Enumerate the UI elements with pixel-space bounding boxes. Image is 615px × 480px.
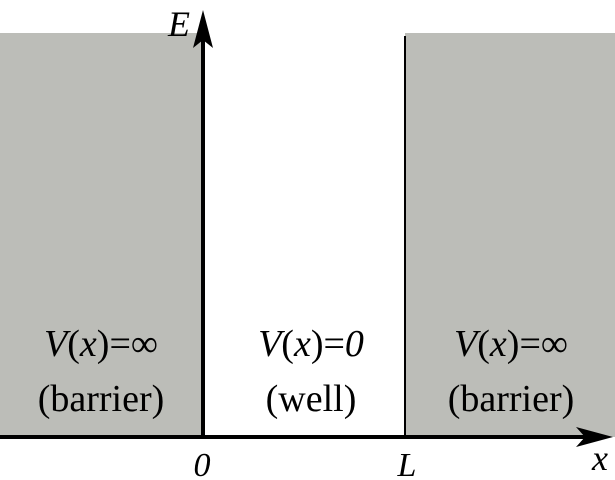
- left-region-caption: (barrier): [38, 378, 165, 420]
- middle-region-caption: (well): [266, 378, 357, 420]
- middle-potential-label: V(x)=0: [258, 323, 364, 365]
- energy-axis-label: E: [167, 4, 190, 44]
- position-axis-label: x: [591, 438, 608, 478]
- energy-axis-arrowhead: [193, 10, 213, 48]
- right-barrier-region: [405, 33, 615, 437]
- right-region-caption: (barrier): [448, 378, 575, 420]
- origin-label: 0: [194, 447, 211, 480]
- well-edge-label: L: [397, 447, 417, 480]
- left-potential-label: V(x)=∞: [44, 323, 158, 365]
- left-barrier-region: [0, 33, 203, 437]
- position-axis-arrowhead: [576, 427, 613, 447]
- right-potential-label: V(x)=∞: [454, 323, 568, 365]
